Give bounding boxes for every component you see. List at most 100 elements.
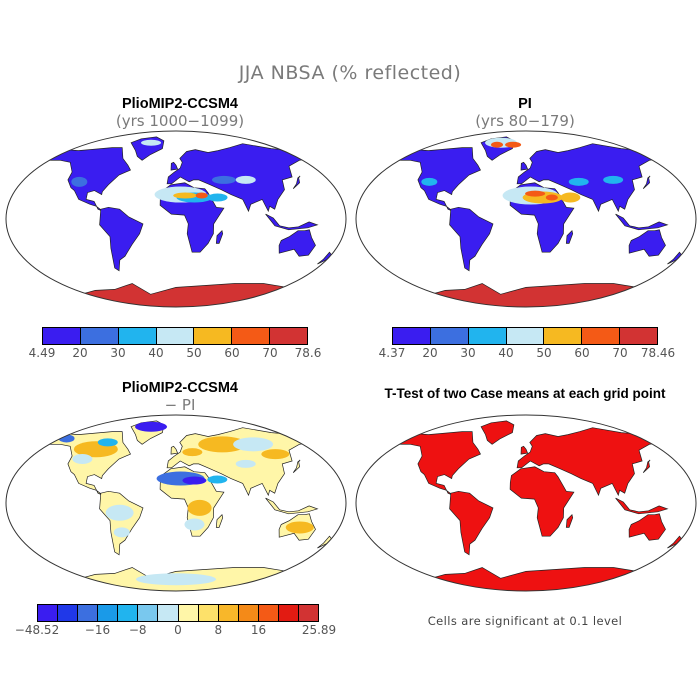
colorbar-tick-label: 4.37 [378,346,406,360]
value-patch [184,518,205,531]
value-patch [182,476,207,485]
colorbar-swatch [238,605,259,621]
colorbar-swatch [58,605,79,621]
colorbar-swatch [620,328,658,344]
colorbar-top-right: 4.37 20 30 40 50 60 70 78.46 [379,327,675,361]
map-border [355,130,697,308]
land-nz [317,535,334,549]
value-patch [421,177,438,186]
value-patch [285,521,314,534]
colorbar-swatch [43,328,81,344]
value-patch [603,175,624,184]
value-patch [525,190,546,197]
land-japan [642,175,651,189]
land-nz [667,535,684,549]
colorbar-tick-label: 20 [422,346,438,360]
land-nz [317,251,334,265]
value-patch [211,175,236,184]
map-border [5,414,347,592]
colorbar-tick-label: 70 [262,346,278,360]
colorbar-swatch [194,328,233,344]
land-southAmerica [99,206,144,272]
map-panel-top-left [5,130,347,308]
map-border [5,130,347,308]
value-patch [560,192,581,203]
land-layer [397,136,684,307]
land-madagascar [215,514,224,528]
colorbar-tick-label: 40 [498,346,514,360]
colorbar-tick-label: 20 [72,346,88,360]
colorbar-bottom-left: −48.52 −16 −8 0 8 16 25.89 [15,604,336,638]
value-patch [136,573,216,586]
value-patch [568,177,589,186]
value-patch [261,449,290,460]
figure-title: JJA NBSA (% reflected) [238,62,462,84]
value-patch [207,193,228,202]
colorbar-swatch [393,328,431,344]
value-patch [105,504,134,521]
colorbar-swatch [430,328,469,344]
value-patch [141,139,162,146]
value-patch [235,459,256,468]
map-panel-top-right [355,130,697,308]
land-indonesia [615,497,669,515]
land-southAmerica [449,206,494,272]
land-nz [667,251,684,265]
panel-title-bottom-right: T-Test of two Case means at each grid po… [384,386,666,401]
colorbar-swatch [232,328,271,344]
value-patch [97,438,118,447]
colorbar-tick-label: 8 [214,623,223,637]
land-indonesia [615,213,669,231]
colorbar-swatch [158,605,179,621]
value-patch [505,141,522,148]
land-eurasia [516,143,664,213]
colorbar-tick-label: 25.89 [301,623,337,637]
colorbar-top-left: 4.49 20 30 40 50 60 70 78.6 [29,327,321,361]
colorbar-tick-label: 30 [460,346,476,360]
panel-subtitle-top-left: (yrs 1000−1099) [115,112,245,130]
colorbar-swatch [544,328,583,344]
land-madagascar [215,230,224,244]
value-patch [207,475,228,484]
land-japan [292,175,301,189]
colorbar-tick-label: 16 [250,623,267,637]
land-madagascar [565,514,574,528]
value-patch [235,175,256,184]
value-patch [113,527,130,538]
land-southAmerica [99,490,144,556]
value-patch [173,192,198,199]
colorbar-swatch [80,328,119,344]
colorbar-swatch [78,605,99,621]
colorbar-tick-label: 78.46 [640,346,676,360]
colorbar-tick-label: −8 [128,623,147,637]
value-patch [491,141,504,148]
colorbar-swatch [218,605,239,621]
colorbar-tick-label: 50 [186,346,202,360]
land-japan [642,459,651,473]
colorbar-swatch [270,328,308,344]
land-japan [292,459,301,473]
value-patch [71,176,88,187]
colorbar-tick-label: 30 [110,346,126,360]
value-patch [135,421,168,432]
land-northAmerica [47,147,131,212]
land-africa [509,466,575,537]
colorbar-swatch [38,605,59,621]
colorbar-tick-label: 0 [174,623,182,637]
map-panel-bottom-left [5,414,347,592]
panel-title-top-right: PI [518,96,532,112]
colorbar-swatch [118,605,139,621]
value-patch [187,499,212,516]
panel-title-bottom-left: PlioMIP2-CCSM4 [121,380,238,396]
colorbar-tick-label: 70 [612,346,628,360]
land-uk [520,445,529,455]
value-patch [233,437,274,452]
land-uk [170,161,179,171]
colorbar-tick-label: 4.49 [28,346,56,360]
map-border [355,414,697,592]
map-panel-bottom-right [355,414,697,592]
land-layer [47,136,334,307]
colorbar-tick-label: 78.6 [294,346,322,360]
colorbar-swatch [582,328,621,344]
